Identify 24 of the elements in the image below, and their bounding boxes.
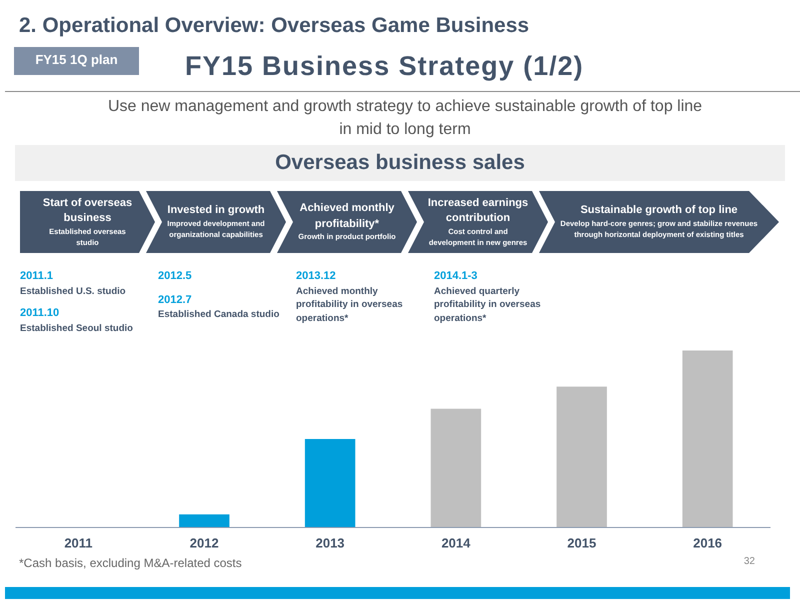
text: Overseas business sales	[275, 150, 525, 176]
text: 2012.5	[158, 269, 193, 284]
text: 32	[744, 555, 755, 569]
text: 2011.10 Established Seoul studio	[20, 306, 133, 336]
text: 2011.1 Established U.S. studio	[20, 269, 127, 298]
text: Use new management and growth strategy to achieve sustainable growth of top line in mid to long term	[106, 97, 704, 140]
chart-subtitle: FY15 Business Strategy (1/2)	[185, 50, 584, 83]
bar	[304, 439, 356, 528]
text: 2014.1-3 Achieved quarterly profitability in overseas operations*	[434, 269, 542, 326]
text: FY15 1Q plan	[35, 51, 118, 69]
text: 2013.12 Achieved monthly profitability in overseas operations*	[296, 269, 404, 326]
x-tick-label: 2013	[316, 536, 345, 550]
x-tick-label: 2011	[64, 536, 93, 550]
bar	[556, 386, 607, 528]
x-tick-label: 2016	[693, 536, 722, 550]
text: 2012.7 Established Canada studio	[158, 292, 280, 322]
x-tick-label: 2012	[190, 536, 219, 550]
bar	[682, 350, 733, 528]
bar	[430, 408, 482, 528]
text: *Cash basis, excluding M&A-related costs	[19, 555, 242, 572]
x-tick-label: 2014	[441, 536, 472, 550]
bar	[179, 514, 230, 528]
chart-title: 2. Operational Overview: Overseas Game Business	[19, 13, 530, 39]
x-tick-label: 2015	[567, 536, 596, 550]
